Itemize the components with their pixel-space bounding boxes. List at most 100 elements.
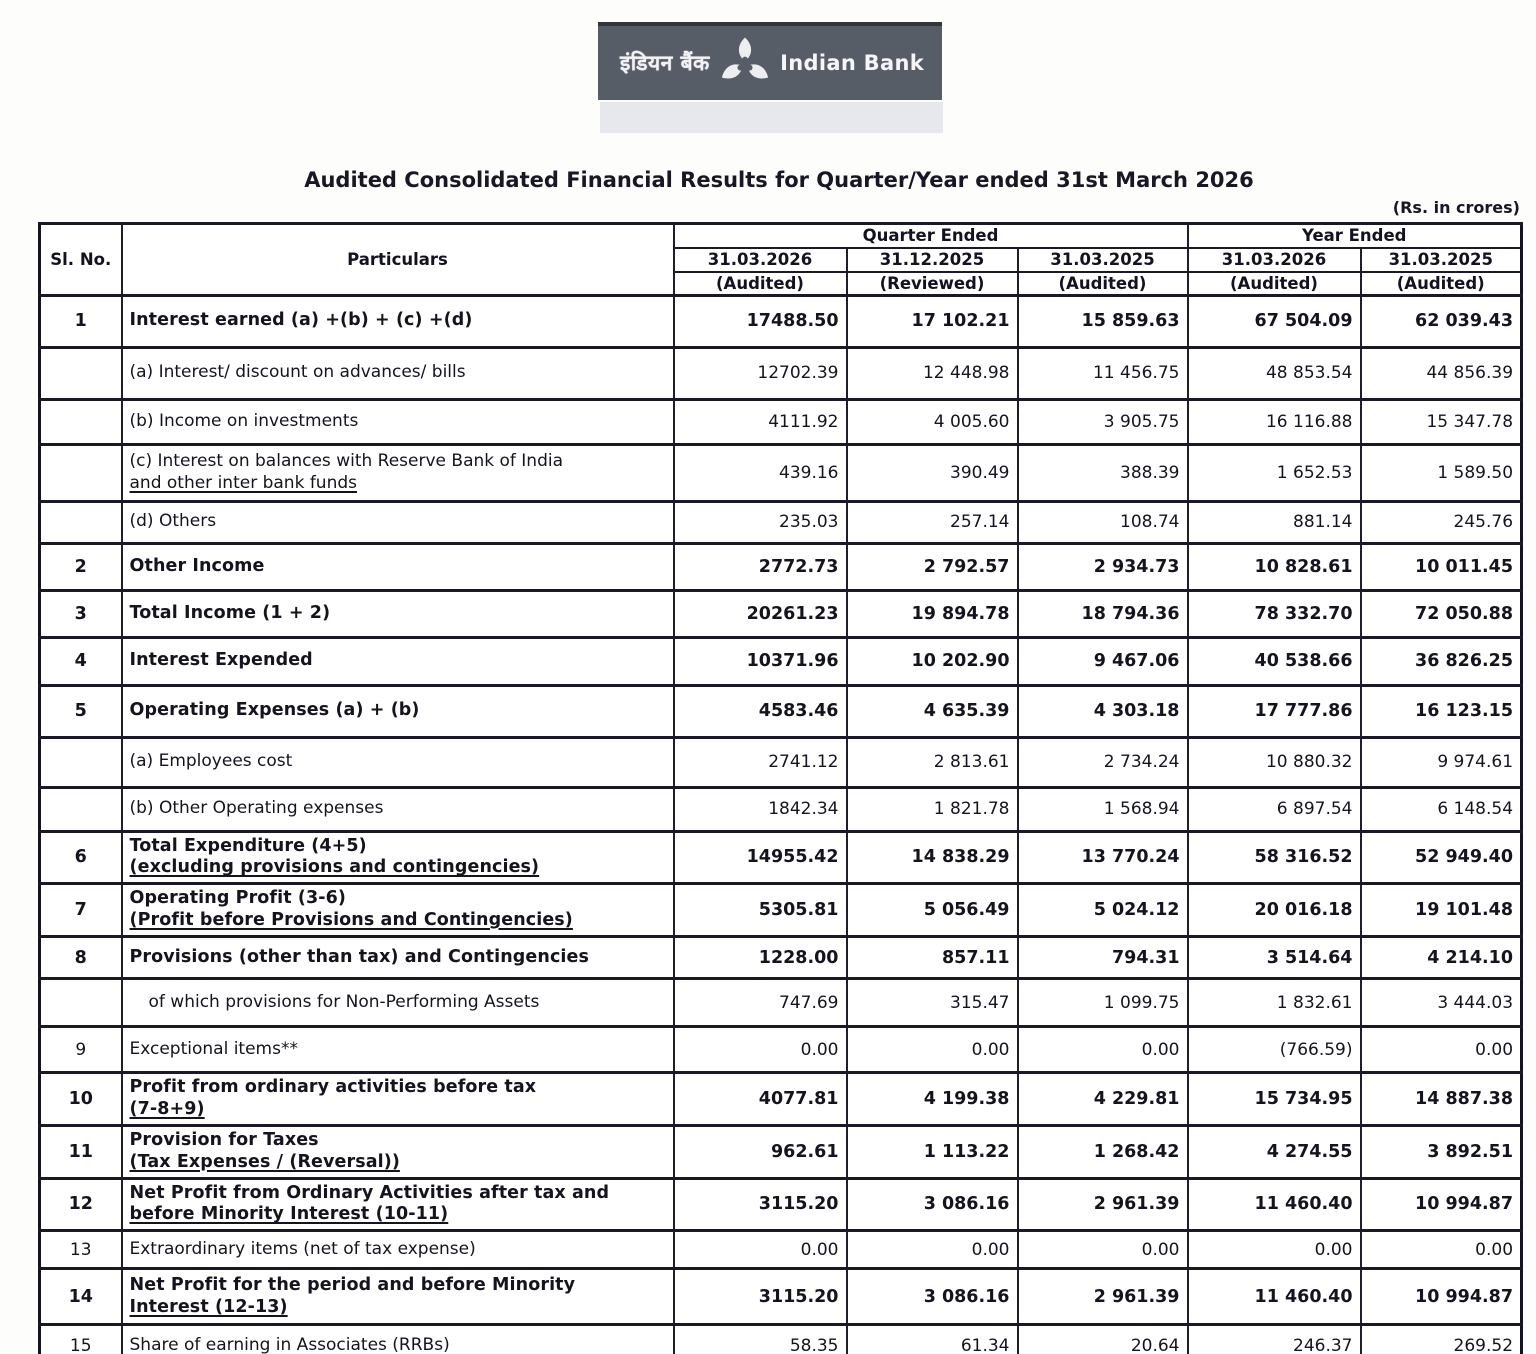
value-cell: 315.47 — [845, 977, 1019, 1028]
value-cell: 10 994.87 — [1359, 1176, 1523, 1233]
value-cell: 246.37 — [1186, 1323, 1362, 1354]
value-cell: 62 039.43 — [1359, 293, 1523, 349]
value-cell: 13 770.24 — [1016, 829, 1189, 886]
value-cell: 1 832.61 — [1186, 977, 1362, 1028]
value-cell: 10 011.45 — [1359, 541, 1523, 592]
table-row: 14 Net Profit for the period and before M… — [38, 1267, 1523, 1327]
particulars-label: Interest Expended — [129, 650, 313, 671]
particulars-cell: Total Income (1 + 2) — [120, 588, 675, 639]
value-cell: 17 777.86 — [1186, 683, 1362, 739]
particulars-label: (b) Other Operating expenses — [129, 798, 384, 819]
financial-results-table: Sl. No. Particulars Quarter Ended Year E… — [38, 222, 1524, 1354]
particulars-label: Exceptional items** — [129, 1038, 298, 1059]
table-row: 1 Interest earned (a) +(b) + (c) +(d) 1748… — [38, 293, 1523, 349]
value-cell: 11 460.40 — [1186, 1267, 1362, 1327]
particulars-label: of which provisions for Non-Performing A… — [148, 991, 540, 1012]
sl-no-cell: 9 — [38, 1025, 123, 1074]
value-cell: 257.14 — [845, 499, 1019, 545]
particulars-label: Operating Profit (3-6) — [129, 888, 347, 909]
table-row: (a) Employees cost 2741.12 2 813.61 2 734.2… — [38, 735, 1523, 789]
particulars-cell: (c) Interest on balances with Reserve Ba… — [120, 442, 675, 503]
table-row: 8 Provisions (other than tax) and Conting… — [38, 935, 1523, 980]
value-cell: 17488.50 — [672, 293, 848, 349]
value-cell: 58 316.52 — [1186, 829, 1362, 886]
particulars-cell: Share of earning in Associates (RRBs) — [120, 1323, 675, 1354]
value-cell: 5305.81 — [672, 882, 848, 938]
table-row: 9 Exceptional items** 0.00 0.00 0.00 (766.59)… — [38, 1025, 1523, 1074]
units-note: (Rs. in crores) — [1392, 198, 1520, 217]
value-cell: 3 905.75 — [1016, 397, 1189, 446]
value-cell: 3 514.64 — [1186, 935, 1362, 980]
particulars-cell: Extraordinary items (net of tax expense) — [120, 1229, 675, 1271]
page-title: Audited Consolidated Financial Results f… — [304, 168, 1254, 192]
sl-no-cell: 4 — [38, 635, 123, 687]
particulars-cell: Provisions (other than tax) and Continge… — [120, 935, 675, 980]
value-cell: 388.39 — [1016, 442, 1189, 503]
value-cell: 2 813.61 — [845, 735, 1019, 789]
table-row: 2 Other Income 2772.73 2 792.57 2 934.73 10 8… — [38, 541, 1523, 592]
sl-no-cell: 13 — [38, 1229, 123, 1271]
value-cell: 6 897.54 — [1186, 785, 1362, 833]
value-cell: 0.00 — [1016, 1229, 1189, 1271]
particulars-cell: Interest Expended — [120, 635, 675, 687]
particulars-cell: Exceptional items** — [120, 1025, 675, 1074]
value-cell: 10 202.90 — [845, 635, 1019, 687]
particulars-cell: Interest earned (a) +(b) + (c) +(d) — [120, 293, 675, 349]
value-cell: 4 635.39 — [845, 683, 1019, 739]
particulars-label-line2: (Profit before Provisions and Contingenc… — [129, 910, 573, 931]
bank-name-english: Indian Bank — [780, 51, 924, 75]
value-cell: 3 086.16 — [845, 1267, 1019, 1327]
sl-no-cell: 10 — [38, 1071, 123, 1127]
sl-no-cell — [38, 442, 123, 503]
value-cell: 14 838.29 — [845, 829, 1019, 886]
value-cell: 108.74 — [1016, 499, 1189, 545]
value-cell: 2772.73 — [672, 541, 848, 592]
particulars-label: Share of earning in Associates (RRBs) — [129, 1335, 450, 1354]
sl-no-cell: 2 — [38, 541, 123, 592]
value-cell: 4111.92 — [672, 397, 848, 446]
value-cell: 962.61 — [672, 1123, 848, 1180]
particulars-label: Total Income (1 + 2) — [129, 602, 331, 623]
particulars-label: Provision for Taxes — [129, 1129, 319, 1150]
sl-no-cell: 15 — [38, 1323, 123, 1354]
value-cell: 20 016.18 — [1186, 882, 1362, 938]
sl-no-cell: 3 — [38, 588, 123, 639]
value-cell: 11 460.40 — [1186, 1176, 1362, 1233]
particulars-label: Profit from ordinary activities before t… — [129, 1077, 537, 1097]
particulars-label: (c) Interest on balances with Reserve Ba… — [129, 451, 564, 472]
value-cell: 14 887.38 — [1359, 1071, 1523, 1127]
value-cell: (766.59) — [1186, 1025, 1362, 1074]
value-cell: 390.49 — [845, 442, 1019, 503]
value-cell: 2 961.39 — [1016, 1176, 1189, 1233]
sl-no-cell — [38, 397, 123, 446]
value-cell: 14955.42 — [672, 829, 848, 886]
value-cell: 10 994.87 — [1359, 1267, 1523, 1327]
header-status-q1: (Audited) — [672, 270, 848, 297]
value-cell: 58.35 — [672, 1323, 848, 1354]
value-cell: 2 934.73 — [1016, 541, 1189, 592]
value-cell: 1 113.22 — [845, 1123, 1019, 1180]
header-particulars: Particulars — [120, 222, 675, 296]
value-cell: 10 828.61 — [1186, 541, 1362, 592]
sl-no-cell — [38, 977, 123, 1028]
sl-no-cell: 1 — [38, 293, 123, 349]
value-cell: 10 880.32 — [1186, 735, 1362, 789]
value-cell: 881.14 — [1186, 499, 1362, 545]
value-cell: 4 214.10 — [1359, 935, 1523, 980]
particulars-cell: (b) Other Operating expenses — [120, 785, 675, 833]
value-cell: 11 456.75 — [1016, 345, 1189, 401]
sl-no-cell — [38, 345, 123, 401]
value-cell: 0.00 — [1186, 1229, 1362, 1271]
header-status-q2: (Reviewed) — [845, 270, 1019, 297]
header-status-y2: (Audited) — [1359, 270, 1523, 297]
sl-no-cell: 14 — [38, 1267, 123, 1327]
value-cell: 3115.20 — [672, 1176, 848, 1233]
value-cell: 4 229.81 — [1016, 1071, 1189, 1127]
table-row: 15 Share of earning in Associates (RRBs) 5… — [38, 1323, 1523, 1354]
particulars-cell: Operating Profit (3-6) (Profit before Pro… — [120, 882, 675, 938]
logo-banner-strip — [600, 102, 943, 133]
value-cell: 16 116.88 — [1186, 397, 1362, 446]
particulars-cell: (a) Interest/ discount on advances/ bill… — [120, 345, 675, 401]
table-row: of which provisions for Non-Performing A… — [38, 977, 1523, 1028]
value-cell: 5 024.12 — [1016, 882, 1189, 938]
